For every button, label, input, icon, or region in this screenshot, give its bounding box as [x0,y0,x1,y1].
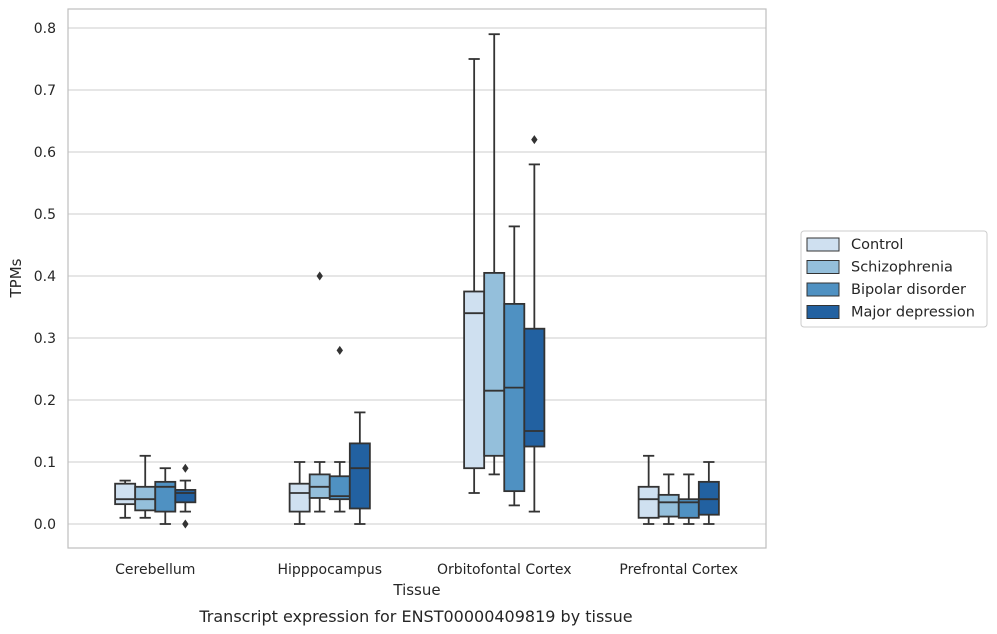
box-iqr [523,327,546,448]
box-0-2 [154,467,177,525]
box-3-3 [697,461,720,525]
figure-caption: Transcript expression for ENST0000040981… [198,607,632,626]
plot-frame [67,8,767,549]
legend-swatch [806,237,840,252]
x-tick-labels: Cerebellum Hipppocampus Orbitofontal Corte… [115,562,738,578]
box-0-0 [114,479,137,519]
y-tick-labels: 0.0 0.1 0.2 0.3 0.4 0.5 0.6 0.7 0.8 [34,21,56,533]
legend-item: Control [806,237,903,253]
box-iqr [503,302,526,493]
legend-frame [800,230,988,328]
y-tick-label: 0.4 [34,269,56,285]
box-3-0 [637,454,660,525]
legend-label: Bipolar disorder [851,282,966,298]
y-tick-label: 0.0 [34,517,56,533]
y-tick-label: 0.3 [34,331,56,347]
box-3-1 [657,473,680,525]
y-tick-label: 0.7 [34,83,56,99]
box-1-0 [288,461,311,525]
box-2-0 [463,58,486,494]
boxes [114,33,720,529]
x-axis-label: Tissue [392,581,440,599]
box-2-3 [523,135,546,513]
box-iqr [463,290,486,470]
y-tick-label: 0.1 [34,455,56,471]
gridlines [68,27,766,525]
legend-label: Major depression [851,305,975,321]
box-1-2 [328,345,351,513]
outlier-point [316,271,323,281]
y-tick-label: 0.6 [34,145,56,161]
box-iqr [348,442,371,510]
y-tick-label: 0.2 [34,393,56,409]
legend-swatch [806,305,840,319]
box-iqr [657,493,680,518]
box-iqr [288,482,311,513]
box-iqr [637,485,660,519]
outlier-point [531,135,538,145]
box-iqr [697,480,720,516]
box-iqr [483,271,506,457]
legend-item: Major depression [806,305,975,321]
x-tick-label: Cerebellum [115,562,195,578]
box-0-1 [134,454,157,519]
box-1-3 [348,411,371,525]
x-tick-label: Prefrontal Cortex [619,562,738,578]
outlier-point [182,519,189,529]
legend: Control Schizophrenia Bipolar disorder Majo… [800,230,988,328]
box-2-1 [483,33,506,476]
y-axis-label: TPMs [7,258,25,298]
box-iqr [114,482,137,506]
box-2-2 [503,225,526,507]
outlier-point [182,463,189,473]
y-tick-label: 0.8 [34,21,56,37]
legend-item: Schizophrenia [806,260,953,276]
box-iqr [174,488,197,504]
box-3-2 [677,473,700,525]
box-1-1 [308,271,331,513]
legend-label: Control [851,237,903,253]
legend-item: Bipolar disorder [806,282,966,298]
y-tick-label: 0.5 [34,207,56,223]
box-0-3 [174,463,197,529]
legend-swatch [806,282,840,297]
x-tick-label: Hipppocampus [277,562,382,578]
outlier-point [336,345,343,355]
legend-swatch [806,260,840,274]
x-tick-label: Orbitofontal Cortex [437,562,572,578]
legend-label: Schizophrenia [851,260,953,276]
